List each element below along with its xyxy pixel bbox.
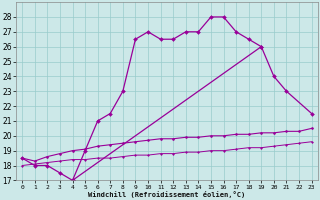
X-axis label: Windchill (Refroidissement éolien,°C): Windchill (Refroidissement éolien,°C): [88, 191, 245, 198]
